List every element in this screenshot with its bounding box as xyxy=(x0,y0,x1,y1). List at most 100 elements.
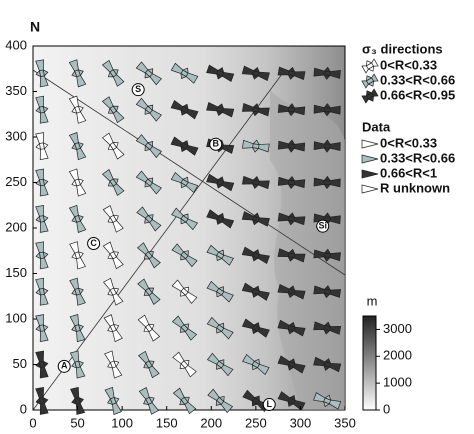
glyph-cross xyxy=(35,178,49,187)
glyph-cross xyxy=(35,287,49,296)
stress-glyph xyxy=(137,314,161,342)
legend-label: 0.66<R<1 xyxy=(380,165,437,180)
stress-glyph xyxy=(35,241,49,270)
stress-glyph xyxy=(35,386,49,415)
stress-glyph xyxy=(313,175,341,190)
colorbar-tick-label: 2000 xyxy=(383,348,412,363)
stress-glyph xyxy=(135,97,162,122)
stress-glyph xyxy=(313,248,341,262)
stress-glyph xyxy=(170,136,199,156)
stress-glyph xyxy=(172,351,197,378)
glyph-cross xyxy=(251,103,260,117)
stress-glyph xyxy=(170,171,199,194)
glyph-cross xyxy=(143,287,155,296)
stress-glyph xyxy=(104,350,123,379)
colorbar-unit: m xyxy=(367,293,378,308)
stress-glyph xyxy=(170,62,199,84)
glyph-cross xyxy=(35,251,49,260)
glyph-cross xyxy=(35,396,49,405)
glyph-cross xyxy=(144,214,154,224)
stress-glyph xyxy=(206,244,234,266)
glyph-cross xyxy=(287,66,296,80)
y-tick-label: 250 xyxy=(5,174,27,189)
legend-title: σ₃ directions xyxy=(362,41,443,56)
x-tick-label: 250 xyxy=(245,415,267,430)
site-label: B xyxy=(212,139,219,149)
glyph-cross xyxy=(180,213,189,225)
site-marker xyxy=(87,236,101,250)
stress-glyph xyxy=(68,59,87,88)
glyph-cross xyxy=(107,324,120,333)
glyph-cross xyxy=(107,105,119,114)
stress-glyph xyxy=(68,132,87,161)
glyph-cross xyxy=(323,248,332,262)
glyph-cross xyxy=(323,358,332,371)
glyph-cross xyxy=(71,396,84,405)
stress-glyph xyxy=(104,386,122,415)
glyph-cross xyxy=(71,287,84,296)
stress-glyph xyxy=(277,248,306,263)
stress-glyph xyxy=(206,173,235,192)
glyph-cross xyxy=(251,395,260,407)
glyph-cross xyxy=(287,248,296,262)
y-tick-label: 300 xyxy=(5,128,27,143)
glyph-cross xyxy=(216,286,225,298)
stress-glyph xyxy=(313,285,342,299)
stress-glyph xyxy=(241,103,270,117)
x-tick-label: 350 xyxy=(334,415,356,430)
legend-label: 0.66<R<0.95 xyxy=(380,87,455,102)
glyph-cross xyxy=(180,250,189,261)
north-label: N xyxy=(30,19,40,35)
stress-glyph xyxy=(361,73,379,89)
stress-glyph xyxy=(70,386,86,415)
stress-glyph xyxy=(313,139,341,153)
glyph-cross xyxy=(180,67,189,80)
stress-glyph xyxy=(242,353,270,376)
stress-glyph xyxy=(170,100,199,120)
site-label: A xyxy=(61,361,68,371)
stress-glyph xyxy=(138,387,160,415)
glyph-cross xyxy=(216,176,225,189)
glyph-bar xyxy=(361,58,379,74)
stress-glyph xyxy=(241,211,270,227)
stress-glyph xyxy=(206,64,235,83)
legend-wedge xyxy=(361,154,379,164)
stress-glyph xyxy=(135,170,162,195)
glyph-cross xyxy=(35,360,49,369)
glyph-cross xyxy=(323,285,332,299)
y-tick-label: 150 xyxy=(5,265,27,280)
stress-glyph xyxy=(68,168,87,197)
glyph-cross xyxy=(251,285,260,298)
x-tick-label: 50 xyxy=(70,415,84,430)
glyph-cross xyxy=(144,104,154,115)
glyph-cross xyxy=(180,286,189,297)
colorbar-tick-label: 0 xyxy=(383,401,390,416)
stress-glyph xyxy=(313,103,341,117)
glyph-cross xyxy=(35,214,49,223)
legend-wedge xyxy=(361,139,379,149)
site-marker xyxy=(262,398,276,412)
site-label: Si xyxy=(318,221,327,231)
stress-glyph xyxy=(35,204,49,233)
legend-title: Data xyxy=(362,119,391,134)
glyph-cross xyxy=(179,396,190,405)
x-tick-label: 300 xyxy=(290,415,312,430)
stress-glyph xyxy=(35,132,49,161)
stress-glyph xyxy=(241,246,270,265)
stress-glyph xyxy=(241,65,270,82)
glyph-cross xyxy=(287,139,296,153)
stress-glyph xyxy=(171,279,198,304)
glyph-cross xyxy=(71,324,84,333)
glyph-cross xyxy=(180,176,189,189)
stress-glyph xyxy=(101,59,125,87)
stress-glyph xyxy=(35,350,49,379)
stress-glyph xyxy=(136,242,161,269)
glyph-cross xyxy=(287,321,296,335)
glyph-cross xyxy=(107,178,119,187)
glyph-cross xyxy=(180,103,189,116)
stress-glyph xyxy=(35,59,49,88)
glyph-cross xyxy=(143,396,155,405)
glyph-cross xyxy=(144,68,154,79)
stress-glyph xyxy=(102,241,124,270)
stress-glyph xyxy=(103,314,123,343)
